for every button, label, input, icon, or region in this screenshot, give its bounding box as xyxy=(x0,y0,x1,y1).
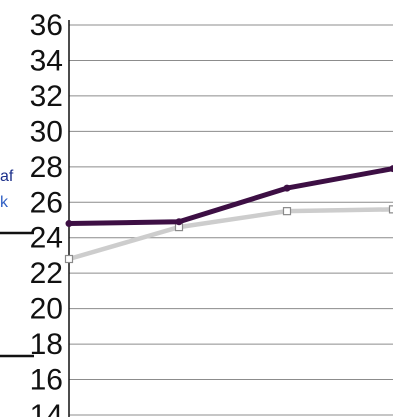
series-line-2 xyxy=(68,207,393,262)
y-tick-label: 28 xyxy=(30,151,63,184)
series-1-point xyxy=(175,218,183,226)
y-tick-label: 18 xyxy=(30,328,63,361)
y-tick-label: 36 xyxy=(30,9,63,42)
y-tick-label: 30 xyxy=(30,115,63,148)
series-line-1 xyxy=(68,166,393,227)
y-tick-label: 20 xyxy=(30,293,63,326)
y-tick-label: 26 xyxy=(30,186,63,219)
y-tick-label: 14 xyxy=(30,399,63,417)
series-2-point xyxy=(64,254,74,264)
series-lines xyxy=(64,165,393,264)
legend-fragment-1: af xyxy=(0,168,14,185)
gridlines xyxy=(69,24,393,416)
y-tick-label: 24 xyxy=(30,222,63,255)
series-2-point xyxy=(388,205,393,214)
y-tick-label: 16 xyxy=(30,364,63,397)
series-2-point xyxy=(282,207,292,216)
series-1-point xyxy=(65,220,73,228)
series-1-point xyxy=(389,165,393,173)
series-1-point xyxy=(283,184,291,192)
y-tick-label: 32 xyxy=(30,80,63,113)
y-tick-label: 22 xyxy=(30,257,63,290)
y-tick-label: 34 xyxy=(30,44,63,77)
legend-fragment-2: k xyxy=(0,194,9,211)
